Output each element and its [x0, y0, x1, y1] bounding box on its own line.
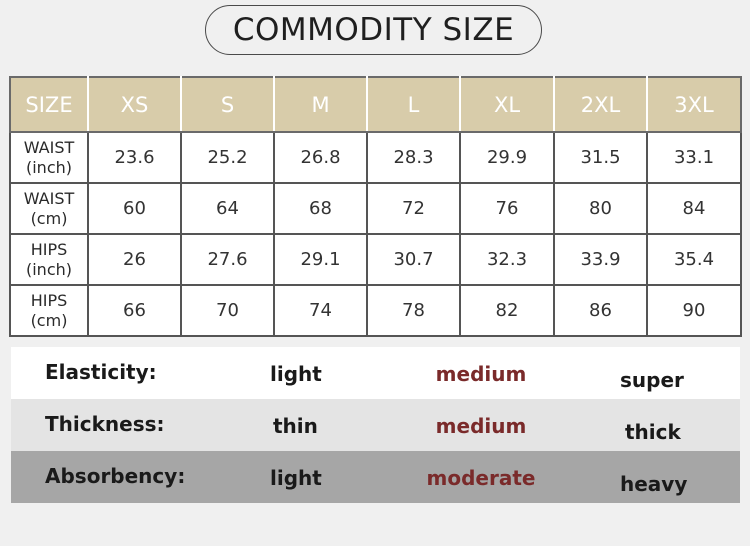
table-cell: 86 [553, 284, 648, 337]
property-label: Thickness: [45, 412, 165, 436]
row-label-measure: HIPS [30, 290, 68, 310]
property-row-absorbency: Absorbency: light moderate heavy [11, 451, 740, 503]
property-option-low: light [270, 362, 322, 386]
table-cell: 23.6 [87, 131, 182, 184]
table-cell: 35.4 [646, 233, 742, 286]
header-cell-xl: XL [459, 76, 555, 133]
property-label: Elasticity: [45, 360, 157, 384]
table-cell: 29.9 [459, 131, 555, 184]
table-row-waist-cm: WAIST (cm) 60 64 68 72 76 80 84 [9, 182, 742, 235]
header-cell-l: L [366, 76, 461, 133]
table-cell: 76 [459, 182, 555, 235]
table-cell: 80 [553, 182, 648, 235]
property-option-high: thick [625, 420, 681, 444]
header-cell-3xl: 3XL [646, 76, 742, 133]
property-row-elasticity: Elasticity: light medium super [11, 347, 740, 399]
property-option-low: thin [273, 414, 318, 438]
table-cell: 28.3 [366, 131, 461, 184]
row-label-unit: (cm) [30, 310, 68, 330]
table-cell: 82 [459, 284, 555, 337]
header-cell-xs: XS [87, 76, 182, 133]
table-cell: 74 [273, 284, 368, 337]
table-cell: 68 [273, 182, 368, 235]
property-option-high: super [620, 368, 684, 392]
table-row-hips-cm: HIPS (cm) 66 70 74 78 82 86 90 [9, 284, 742, 337]
table-header-row: SIZE XS S M L XL 2XL 3XL [9, 76, 742, 133]
table-row-waist-inch: WAIST (inch) 23.6 25.2 26.8 28.3 29.9 31… [9, 131, 742, 184]
table-cell: 27.6 [180, 233, 275, 286]
header-cell-2xl: 2XL [553, 76, 648, 133]
table-cell: 64 [180, 182, 275, 235]
table-cell: 78 [366, 284, 461, 337]
size-chart-table: SIZE XS S M L XL 2XL 3XL WAIST (inch) 23… [9, 76, 742, 337]
row-label-measure: HIPS [30, 239, 68, 259]
row-label-measure: WAIST [23, 137, 75, 157]
row-label: WAIST (cm) [9, 182, 89, 235]
table-cell: 30.7 [366, 233, 461, 286]
table-cell: 33.1 [646, 131, 742, 184]
header-cell-s: S [180, 76, 275, 133]
table-cell: 70 [180, 284, 275, 337]
property-option-selected: medium [435, 414, 527, 438]
table-cell: 60 [87, 182, 182, 235]
property-label: Absorbency: [45, 464, 186, 488]
row-label-unit: (inch) [25, 157, 72, 177]
property-option-high: heavy [620, 472, 688, 496]
header-cell-m: M [273, 76, 368, 133]
table-cell: 66 [87, 284, 182, 337]
table-cell: 32.3 [459, 233, 555, 286]
table-cell: 33.9 [553, 233, 648, 286]
table-cell: 84 [646, 182, 742, 235]
row-label-measure: WAIST [23, 188, 75, 208]
fabric-properties-panel: Elasticity: light medium super Thickness… [11, 347, 740, 503]
table-cell: 25.2 [180, 131, 275, 184]
table-cell: 26.8 [273, 131, 368, 184]
row-label-unit: (inch) [25, 259, 72, 279]
table-row-hips-inch: HIPS (inch) 26 27.6 29.1 30.7 32.3 33.9 … [9, 233, 742, 286]
row-label: HIPS (inch) [9, 233, 89, 286]
row-label-unit: (cm) [30, 208, 68, 228]
property-option-selected: moderate [426, 466, 536, 490]
table-cell: 26 [87, 233, 182, 286]
row-label: WAIST (inch) [9, 131, 89, 184]
page-title: COMMODITY SIZE [205, 5, 542, 55]
table-cell: 29.1 [273, 233, 368, 286]
table-cell: 90 [646, 284, 742, 337]
property-option-low: light [270, 466, 322, 490]
table-cell: 72 [366, 182, 461, 235]
header-cell-size: SIZE [9, 76, 89, 133]
property-option-selected: medium [435, 362, 527, 386]
table-cell: 31.5 [553, 131, 648, 184]
property-row-thickness: Thickness: thin medium thick [11, 399, 740, 451]
row-label: HIPS (cm) [9, 284, 89, 337]
